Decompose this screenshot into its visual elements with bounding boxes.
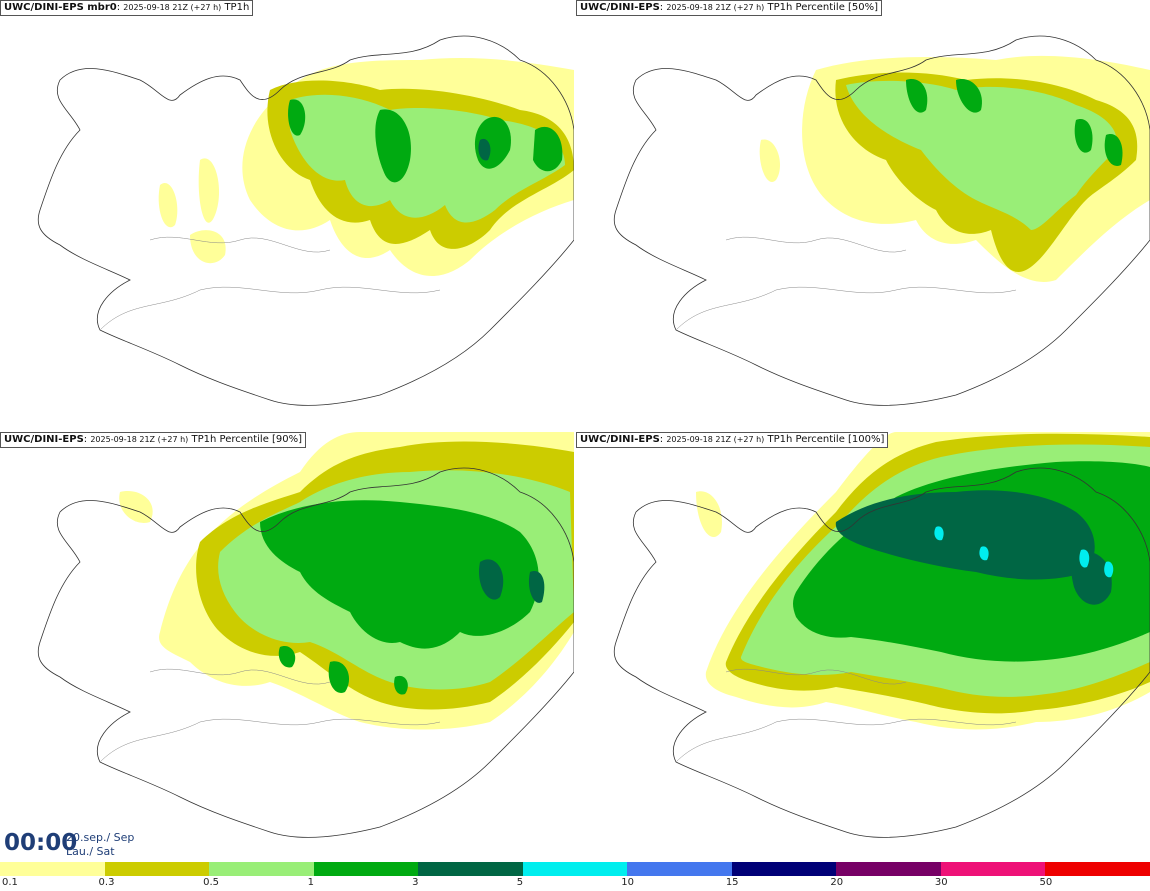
map-panel-mbr0: UWC/DINI-EPS mbr0: 2025-09-18 21Z (+27 h… xyxy=(0,0,574,430)
legend-tick-label: 20 xyxy=(830,877,844,888)
valid-time-hour: 00:00 xyxy=(4,830,78,856)
legend-swatch xyxy=(1045,862,1150,876)
title-run: 2025-09-18 21Z (+27 h) xyxy=(90,435,189,444)
precip-map xyxy=(613,35,1150,406)
title-field: TP1h Percentile [50%] xyxy=(767,2,879,13)
title-model: UWC/DINI-EPS mbr0 xyxy=(4,2,117,13)
title-field: TP1h xyxy=(224,2,250,13)
legend-tick-label: 10 xyxy=(621,877,634,888)
title-model: UWC/DINI-EPS xyxy=(4,434,84,445)
map-panel-p90: UWC/DINI-EPS: 2025-09-18 21Z (+27 h) TP1… xyxy=(0,432,574,862)
legend-tick-label: 0.5 xyxy=(203,877,219,888)
coastline xyxy=(613,467,1150,838)
legend-swatch xyxy=(209,862,315,876)
legend-swatch xyxy=(836,862,942,876)
coastline xyxy=(613,35,1150,406)
precip-field xyxy=(119,432,574,730)
title-field: TP1h Percentile [90%] xyxy=(191,434,303,445)
legend-swatch xyxy=(418,862,524,876)
legend-swatch xyxy=(0,862,106,876)
legend-swatch xyxy=(522,862,629,876)
legend-swatch xyxy=(627,862,733,876)
color-legend: 0.1 0.3 0.5 1 3 5 10 15 20 30 50 xyxy=(0,862,1150,891)
precip-map xyxy=(613,432,1150,838)
precip-field xyxy=(158,58,574,277)
title-model: UWC/DINI-EPS xyxy=(580,2,660,13)
title-field: TP1h Percentile [100%] xyxy=(767,434,885,445)
precip-field xyxy=(696,432,1150,730)
precip-field xyxy=(759,55,1150,282)
legend-tick-label: 15 xyxy=(725,877,739,888)
legend-swatch xyxy=(104,862,211,876)
precip-map xyxy=(37,35,574,406)
valid-time-date: 20.sep./ Sep Lau./ Sat xyxy=(66,831,134,859)
title-model: UWC/DINI-EPS xyxy=(580,434,660,445)
panel-title: UWC/DINI-EPS: 2025-09-18 21Z (+27 h) TP1… xyxy=(0,432,307,448)
panel-title: UWC/DINI-EPS: 2025-09-18 21Z (+27 h) TP1… xyxy=(576,432,889,448)
legend-tick-label: 5 xyxy=(516,877,524,888)
legend-tick-label: 50 xyxy=(1039,877,1053,888)
legend-tick-label: 0.3 xyxy=(98,877,115,888)
coastline xyxy=(37,35,574,406)
panel-title: UWC/DINI-EPS mbr0: 2025-09-18 21Z (+27 h… xyxy=(0,0,254,16)
title-run: 2025-09-18 21Z (+27 h) xyxy=(666,3,765,12)
precip-map xyxy=(37,432,574,838)
legend-swatch xyxy=(940,862,1047,876)
legend-tick-label: 1 xyxy=(307,877,314,888)
legend-swatch xyxy=(313,862,420,876)
legend-tick-label: 3 xyxy=(412,877,419,888)
panel-title: UWC/DINI-EPS: 2025-09-18 21Z (+27 h) TP1… xyxy=(576,0,883,16)
map-panel-p100: UWC/DINI-EPS: 2025-09-18 21Z (+27 h) TP1… xyxy=(576,432,1150,862)
valid-date-line: 20.sep./ Sep xyxy=(66,831,135,844)
map-panel-p50: UWC/DINI-EPS: 2025-09-18 21Z (+27 h) TP1… xyxy=(576,0,1150,430)
valid-time-box: 00:00 20.sep./ Sep Lau./ Sat xyxy=(0,828,140,862)
coastline xyxy=(37,467,574,838)
legend-tick-label: 30 xyxy=(934,877,948,888)
title-run: 2025-09-18 21Z (+27 h) xyxy=(123,3,222,12)
legend-tick-label: 0.1 xyxy=(2,877,18,888)
title-run: 2025-09-18 21Z (+27 h) xyxy=(666,435,765,444)
valid-day-line: Lau./ Sat xyxy=(66,845,115,858)
legend-swatch xyxy=(731,862,838,876)
